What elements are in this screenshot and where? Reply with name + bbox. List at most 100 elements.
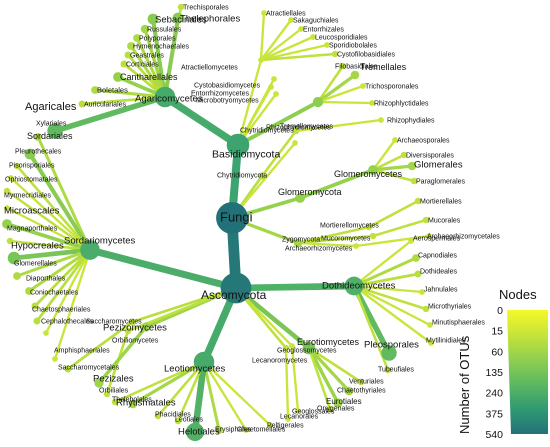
class-node: [80, 240, 100, 260]
edge-order-22: [294, 118, 383, 133]
edge-order-13: [259, 18, 293, 62]
class-label: Agaricomycetes: [135, 93, 203, 104]
legend-tick-label: 0: [497, 305, 503, 317]
class-label: Chytridiomycetes: [240, 127, 294, 134]
class-node: [365, 223, 373, 231]
order-label: Hymenochaetales: [133, 43, 190, 50]
edge-order-2: [150, 16, 168, 100]
order-node: [43, 330, 49, 336]
order-label: Mytilinidiales: [426, 337, 466, 344]
order-label: Ophiostomatales: [5, 176, 58, 183]
order-label: Mortierellales: [420, 198, 462, 205]
order-node: [400, 151, 408, 159]
order-node: [378, 117, 384, 123]
edge-class-8: [296, 225, 371, 245]
class-node: [128, 318, 136, 326]
order-label: Pezizales: [93, 373, 134, 384]
edge-class-12: [232, 282, 358, 292]
phylum-node: [220, 272, 252, 304]
legend-tick-label: 60: [491, 346, 503, 358]
order-node: [25, 287, 33, 295]
class-label: Pezizomycetes: [103, 322, 167, 333]
phylum-node: [295, 193, 305, 203]
class-node: [154, 86, 176, 108]
order-node: [177, 3, 185, 11]
class-label: Glomeromycetes: [334, 169, 403, 179]
order-node: [369, 100, 375, 106]
order-label: Trichosporonales: [365, 83, 419, 90]
edge-class-2: [236, 58, 263, 147]
class-label: Saccharomycetes: [86, 318, 142, 325]
legend-tick-label: 375: [485, 408, 503, 420]
class-label: Sordariomycetes: [64, 235, 136, 246]
order-label: Mucorales: [428, 217, 461, 224]
class-label: Dothideomycetes: [322, 280, 396, 291]
order-label: Thelebolales: [112, 396, 152, 403]
edge-order-33: [9, 176, 92, 252]
phylum-node: [258, 172, 266, 180]
edge-order-35: [5, 206, 92, 252]
order-label: Tubeufiales: [378, 366, 414, 373]
order-node: [331, 50, 339, 58]
class-label: Entorrhizomycetes: [191, 90, 249, 97]
edge-order-40: [27, 248, 92, 293]
edge-order-64: [156, 360, 206, 418]
class-node: [282, 344, 290, 352]
order-label: Atractiellales: [266, 10, 306, 17]
edge-order-17: [259, 52, 337, 62]
edge-order-24: [371, 153, 406, 172]
legend-title: Nodes: [499, 287, 537, 302]
order-node: [407, 161, 417, 171]
edge-class-6: [260, 129, 298, 178]
order-label: Chaetomellales: [237, 426, 286, 433]
order-label: Phacidiales: [155, 411, 191, 418]
order-node: [33, 317, 41, 325]
order-label: Sebacinales: [155, 14, 207, 25]
order-label: Pisorisporiales: [9, 162, 55, 169]
order-node: [172, 12, 184, 24]
phylum-label: Glomeromycota: [278, 187, 342, 197]
class-node: [292, 127, 300, 135]
phylum-label: Zygomycota: [282, 236, 320, 243]
edge-order-20: [316, 84, 365, 104]
edge-order-21: [316, 100, 374, 105]
class-node: [353, 243, 359, 249]
edge-order-60: [202, 360, 248, 432]
order-label: Eurotiales: [326, 397, 362, 406]
edge-order-58: [284, 346, 290, 421]
order-node: [94, 378, 104, 388]
order-label: Filobasidiales: [335, 63, 378, 70]
order-label: Sordariales: [27, 131, 73, 141]
class-node: [369, 232, 377, 240]
order-label: Tremellales: [360, 62, 407, 72]
order-node: [124, 51, 132, 59]
edge-order-25: [371, 164, 414, 172]
order-node: [111, 398, 119, 406]
edge-order-42: [35, 248, 92, 323]
class-label: Microbotryomycetes: [196, 97, 259, 104]
phylum-node: [293, 238, 303, 248]
order-node: [47, 123, 63, 139]
order-label: Geastrales: [130, 52, 164, 59]
edge-order-10: [80, 95, 167, 106]
edge-class-14: [233, 285, 312, 351]
order-label: Xylariales: [36, 120, 67, 127]
order-label: Sporidiobolales: [329, 42, 377, 49]
edge-order-38: [11, 247, 93, 261]
order-node: [339, 62, 347, 70]
order-label: Agaricales: [25, 101, 77, 113]
order-label: Entorrhizales: [303, 26, 344, 33]
edge-order-62: [191, 358, 208, 436]
order-node: [422, 216, 430, 224]
edge-order-46: [352, 272, 420, 288]
edge-order-41: [33, 248, 92, 308]
order-label: Sakaguchiales: [293, 17, 339, 24]
order-label: Microascales: [4, 205, 60, 216]
order-label: Cystofilobasidiales: [337, 51, 395, 58]
order-node: [140, 24, 150, 34]
order-node: [360, 83, 366, 89]
order-node: [310, 34, 316, 40]
edge-order-59: [202, 360, 272, 427]
class-label: Cystobasidiomycetes: [194, 82, 261, 89]
class-node: [344, 276, 364, 296]
